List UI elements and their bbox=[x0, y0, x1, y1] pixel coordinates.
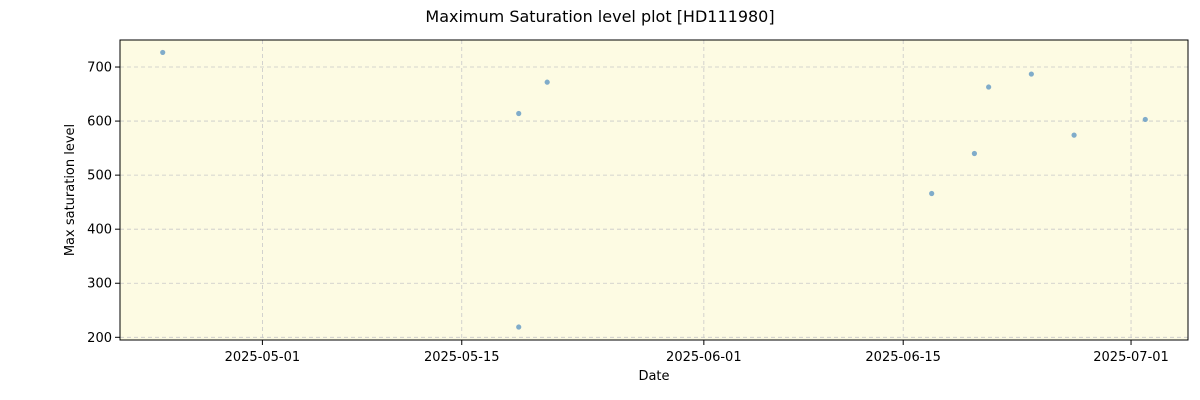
y-tick-label: 200 bbox=[87, 331, 112, 346]
y-tick-label: 400 bbox=[87, 223, 112, 238]
x-tick-label: 2025-06-01 bbox=[666, 350, 742, 365]
data-point bbox=[986, 84, 992, 90]
data-point bbox=[516, 110, 522, 117]
data-points bbox=[160, 49, 1148, 330]
plot-frame bbox=[119, 39, 1189, 341]
plot-area bbox=[120, 40, 1188, 340]
y-tick-label: 300 bbox=[87, 277, 112, 292]
y-tick-label: 700 bbox=[87, 61, 112, 76]
x-tick-label: 2025-05-15 bbox=[424, 350, 500, 365]
data-point bbox=[160, 49, 166, 56]
data-point bbox=[971, 150, 978, 157]
y-axis-label: Max saturation level bbox=[63, 124, 78, 256]
x-axis: 2025-05-01 2025-05-15 2025-06-01 2025-06-15… bbox=[225, 340, 1169, 365]
y-tick-label: 600 bbox=[87, 115, 112, 130]
y-axis: 200 300 400 500 600 700 bbox=[87, 61, 120, 346]
data-point bbox=[1142, 116, 1148, 123]
grid bbox=[120, 40, 1188, 340]
x-tick-label: 2025-05-01 bbox=[225, 350, 301, 365]
data-point bbox=[1028, 71, 1034, 77]
data-point bbox=[1071, 132, 1077, 138]
x-tick-label: 2025-06-15 bbox=[865, 350, 941, 365]
y-tick-label: 500 bbox=[87, 169, 112, 184]
chart-title: Maximum Saturation level plot [HD111980] bbox=[425, 7, 774, 26]
x-axis-label: Date bbox=[638, 369, 669, 384]
x-tick-label: 2025-07-01 bbox=[1093, 350, 1169, 365]
data-point bbox=[516, 324, 522, 330]
data-point bbox=[544, 79, 550, 85]
data-point bbox=[929, 190, 935, 197]
